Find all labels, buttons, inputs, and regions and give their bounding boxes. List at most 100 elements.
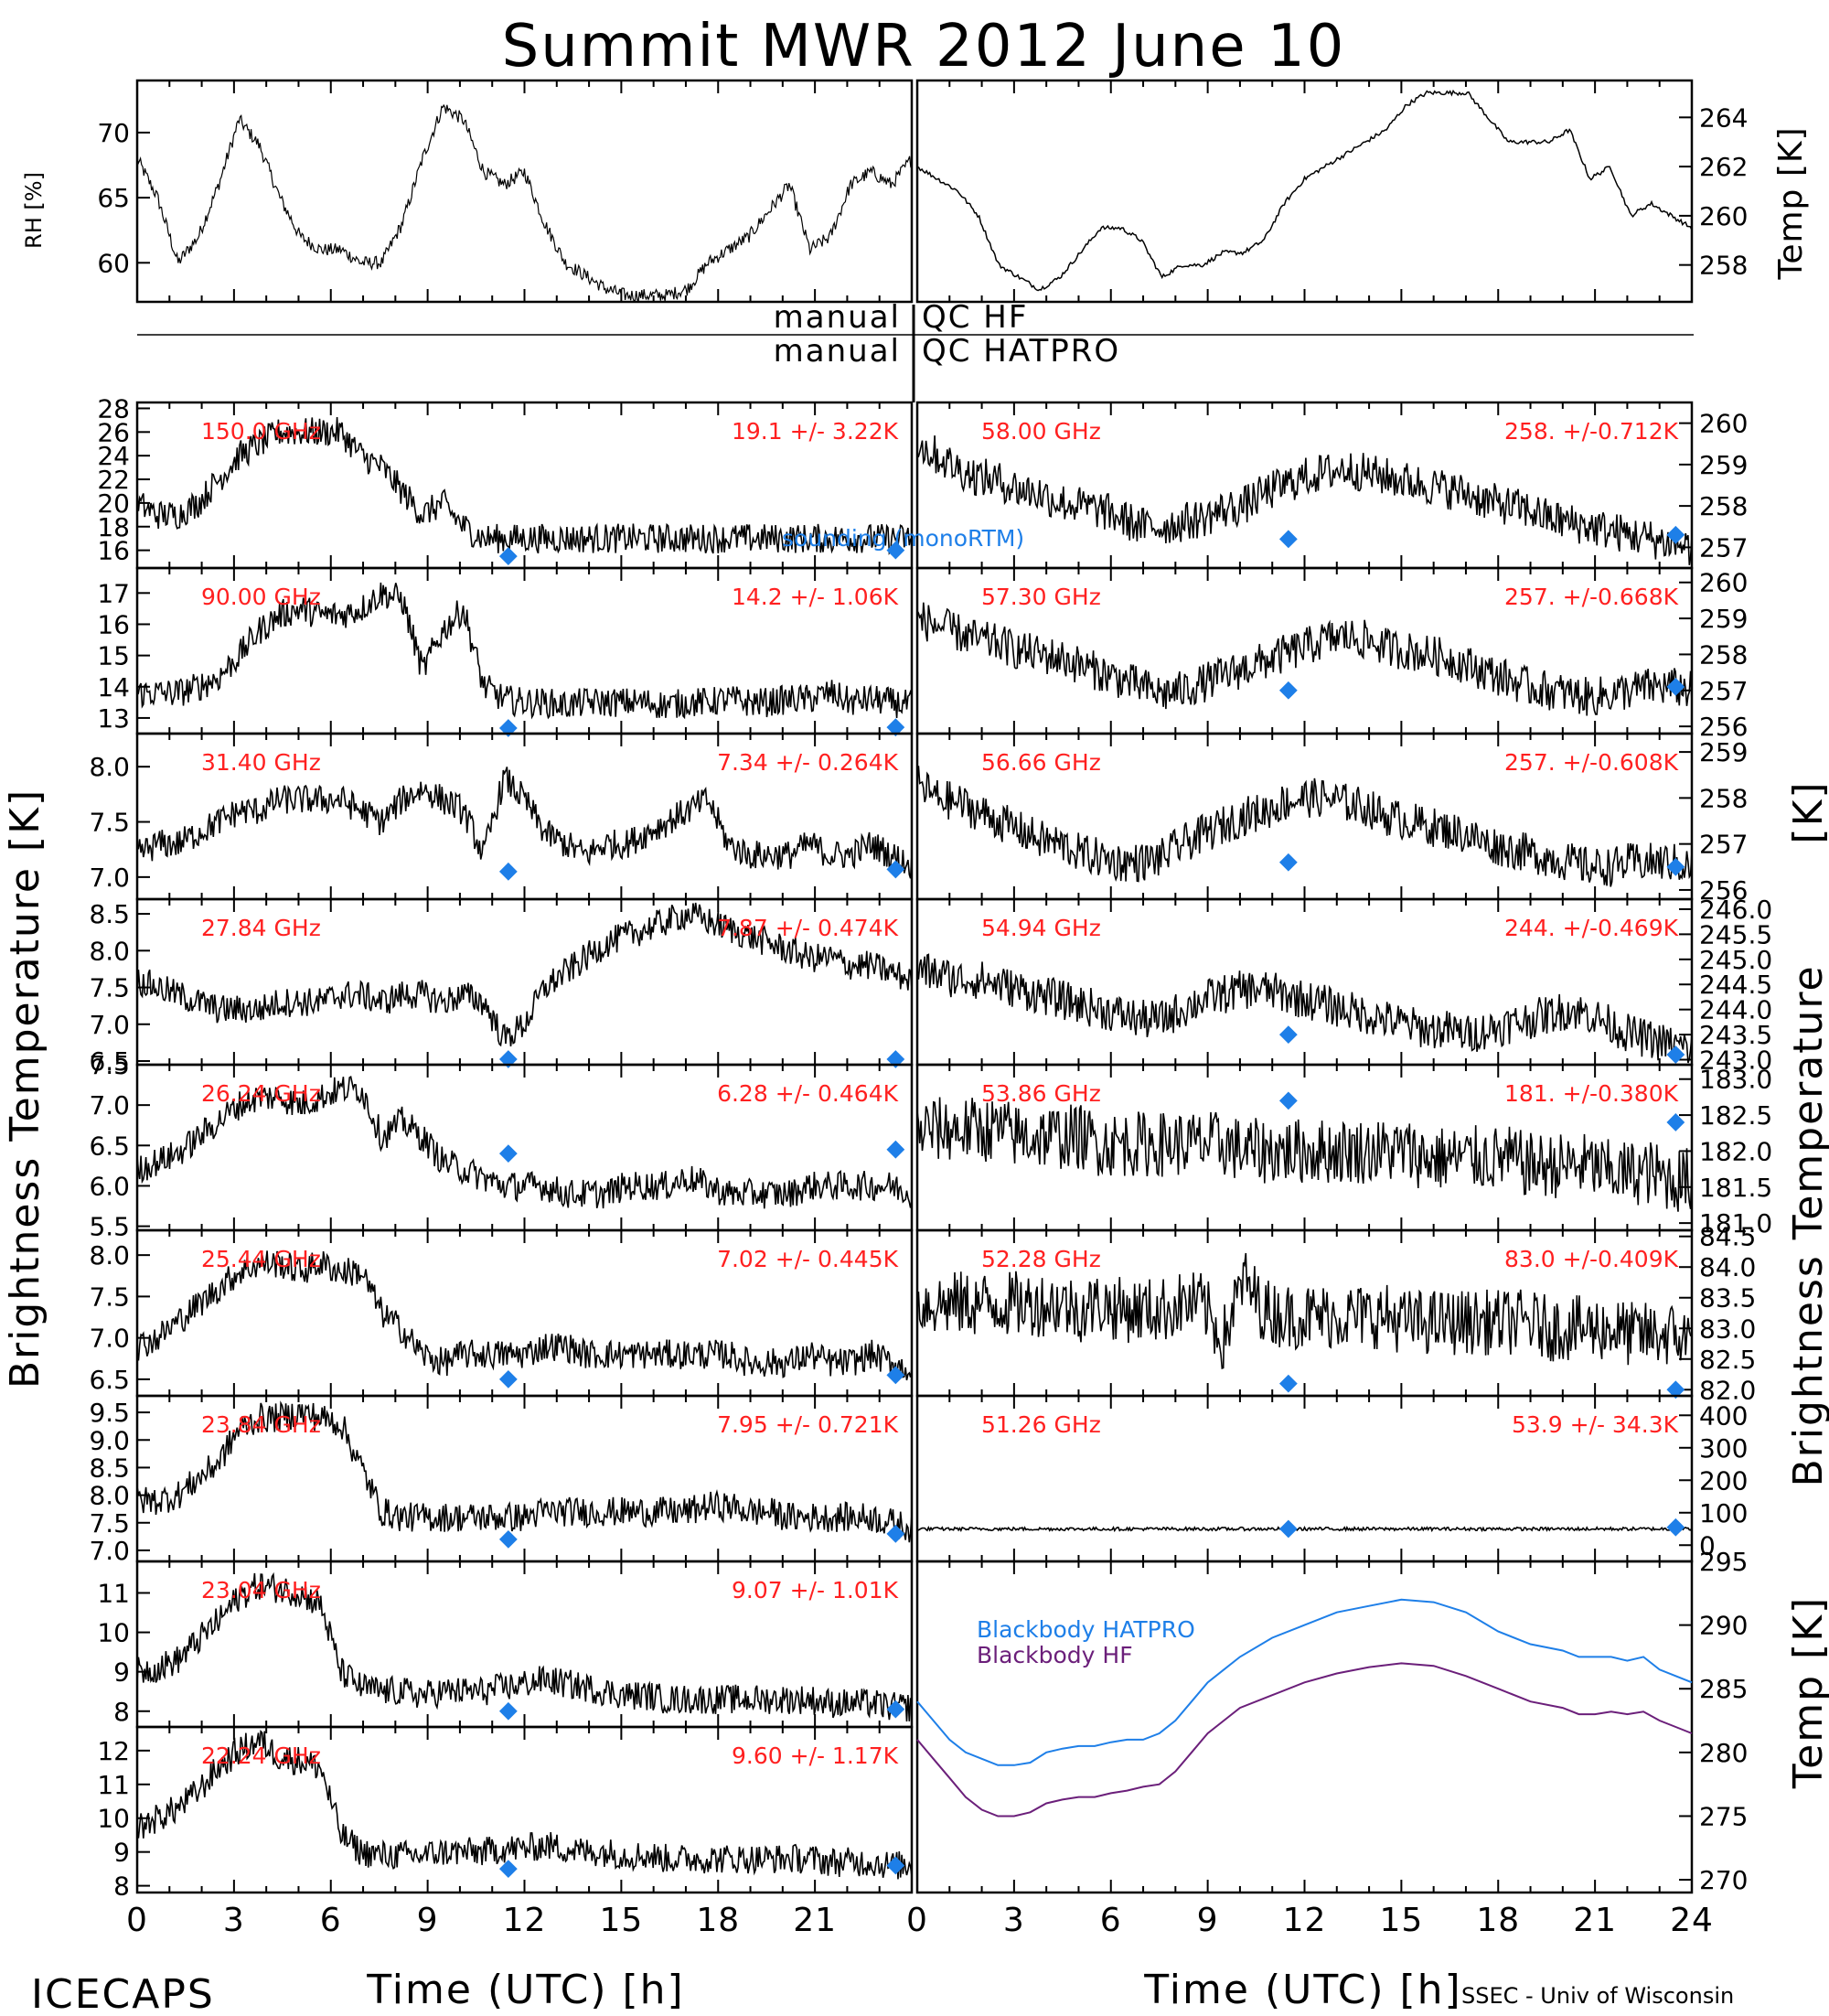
y-tick-label: 8.5 [89,899,130,929]
panel-f27: 6.5 7.0 7.5 8.0 8.5 27.84 GHz 7.87 +/- 0.474K [89,897,914,1077]
x-tick-label-left: 0 [126,1902,148,1939]
y-tick-label: 10 [97,1804,130,1834]
bt-left-axis-label: Brightness Temperature [K] [2,788,48,1389]
panel-f23_84: 7.07.58.08.59.09.5 23.84 GHz 7.95 +/- 0.72… [89,1394,914,1566]
temp-top-axis-label: Temp [K] [1772,126,1810,280]
freq-label: 23.84 GHz [201,1411,321,1438]
panel-f53: 181.0 181.5 182.0 182.5 183.0 53.86 GHz 181. +… [915,1063,1772,1239]
x-tick-label-right: 15 [1379,1902,1423,1939]
data-trace [916,1525,1693,1533]
y-tick-label: 22 [97,465,130,495]
stats-label: 181. +/-0.380K [1504,1080,1679,1107]
data-trace [916,602,1693,716]
x-tick-label-right: 21 [1573,1902,1617,1939]
y-tick-label: 275 [1699,1801,1748,1831]
panel-f23_04: 8 9 10 11 23.04 GHz 9.07 +/- 1.01K [97,1560,914,1729]
y-tick-label: 259 [1699,450,1748,480]
stats-label: 6.28 +/- 0.464K [717,1080,899,1107]
stats-label: 257. +/-0.668K [1504,584,1679,610]
y-tick-label: 84.0 [1699,1252,1756,1282]
x-tick-label-left: 3 [223,1902,245,1939]
data-trace [916,953,1693,1064]
x-tick-label-right: 6 [1100,1902,1122,1939]
y-tick-label: 7.0 [89,863,130,893]
y-tick-label: 300 [1699,1433,1748,1464]
y-tick-label: 260 [1699,568,1748,598]
y-tick-label: 17 [97,578,130,608]
footer-credit: SSEC - Univ of Wisconsin [1461,1983,1734,2009]
y-tick-label: 259 [1699,737,1748,767]
data-trace [136,417,913,556]
stats-label: 53.9 +/- 34.3K [1512,1411,1679,1438]
panel-f52: 82.082.583.083.584.084.5 52.28 GHz 83.0 +/… [915,1222,1756,1405]
sounding-marker [1666,1113,1685,1131]
y-tick-label: 257 [1699,830,1748,860]
freq-label: 56.66 GHz [981,749,1101,776]
rh-axis-label: RH [%] [21,172,47,249]
sounding-marker [1666,525,1685,544]
sounding-marker [498,547,518,565]
y-tick-label: 100 [1699,1498,1748,1528]
x-tick-label-left: 6 [320,1902,342,1939]
data-trace [916,1097,1693,1212]
y-tick-label: 82.0 [1699,1375,1756,1405]
y-tick-label: 258 [1699,783,1748,813]
panel-rh: 60 65 70 [97,79,914,304]
x-tick-label-left: 21 [793,1902,837,1939]
data-trace [916,435,1693,565]
panel-frame [135,79,914,304]
y-tick-label: 8.5 [89,1453,130,1483]
y-tick-label: 182.5 [1699,1100,1772,1131]
y-tick-label: 290 [1699,1611,1748,1641]
y-tick-label: 83.5 [1699,1283,1756,1314]
y-tick-label: 82.5 [1699,1345,1756,1375]
stats-label: 258. +/-0.712K [1504,418,1679,445]
y-tick-label: 181.5 [1699,1173,1772,1203]
panel-f25: 6.5 7.0 7.5 8.0 25.44 GHz 7.02 +/- 0.445K [89,1228,914,1398]
sounding-marker [1666,677,1685,696]
y-tick-label: 295 [1699,1547,1748,1577]
y-tick-label: 16 [97,609,130,639]
stats-label: 7.34 +/- 0.264K [717,749,899,776]
y-tick-label: 243.5 [1699,1020,1772,1050]
x-tick-label-right: 24 [1670,1902,1714,1939]
qc-hf-label: QC HF [922,299,1028,336]
y-tick-label: 5.5 [89,1212,130,1242]
sounding-marker [498,1529,518,1549]
sounding-marker [886,1856,905,1875]
data-trace [136,1571,913,1721]
sounding-marker [1666,857,1685,876]
data-trace [916,766,1693,887]
sounding-marker [498,1860,518,1879]
sounding-marker [498,1701,518,1721]
x-tick-label-left: 15 [599,1902,643,1939]
y-tick-label: 183.0 [1699,1065,1772,1095]
legend-bb-hatpro: Blackbody HATPRO [977,1616,1195,1643]
y-tick-label: 70 [97,118,130,148]
y-tick-label: 8.0 [89,1240,130,1271]
y-tick-label: 18 [97,512,130,542]
panel-f56: 256 257 258 259 56.66 GHz 257. +/-0.608K [915,732,1748,906]
stats-label: 9.07 +/- 1.01K [732,1577,899,1603]
y-tick-label: 6.5 [89,1131,130,1161]
stats-label: 83.0 +/-0.409K [1504,1246,1679,1272]
y-tick-label: 259 [1699,604,1748,634]
sounding-marker [1278,1091,1298,1110]
qc-manual-hatpro: manual [774,333,901,370]
y-tick-label: 9 [113,1838,130,1868]
sounding-marker [1278,681,1298,700]
y-tick-label: 20 [97,488,130,519]
stats-label: 257. +/-0.608K [1504,749,1679,776]
sounding-marker [886,860,905,879]
chart-title: Summit MWR 2012 June 10 [502,13,1346,80]
qc-manual-hf: manual [774,299,901,336]
sounding-marker [1666,1046,1685,1064]
y-tick-label: 257 [1699,676,1748,706]
sounding-marker [886,718,905,737]
y-tick-label: 11 [97,1770,130,1800]
xlabel-left: Time (UTC) [h] [366,1967,684,2012]
panel-f31: 7.0 7.5 8.0 31.40 GHz 7.34 +/- 0.264K [89,732,914,901]
freq-label: 22.24 GHz [201,1743,321,1769]
freq-label: 26.24 GHz [201,1080,321,1107]
